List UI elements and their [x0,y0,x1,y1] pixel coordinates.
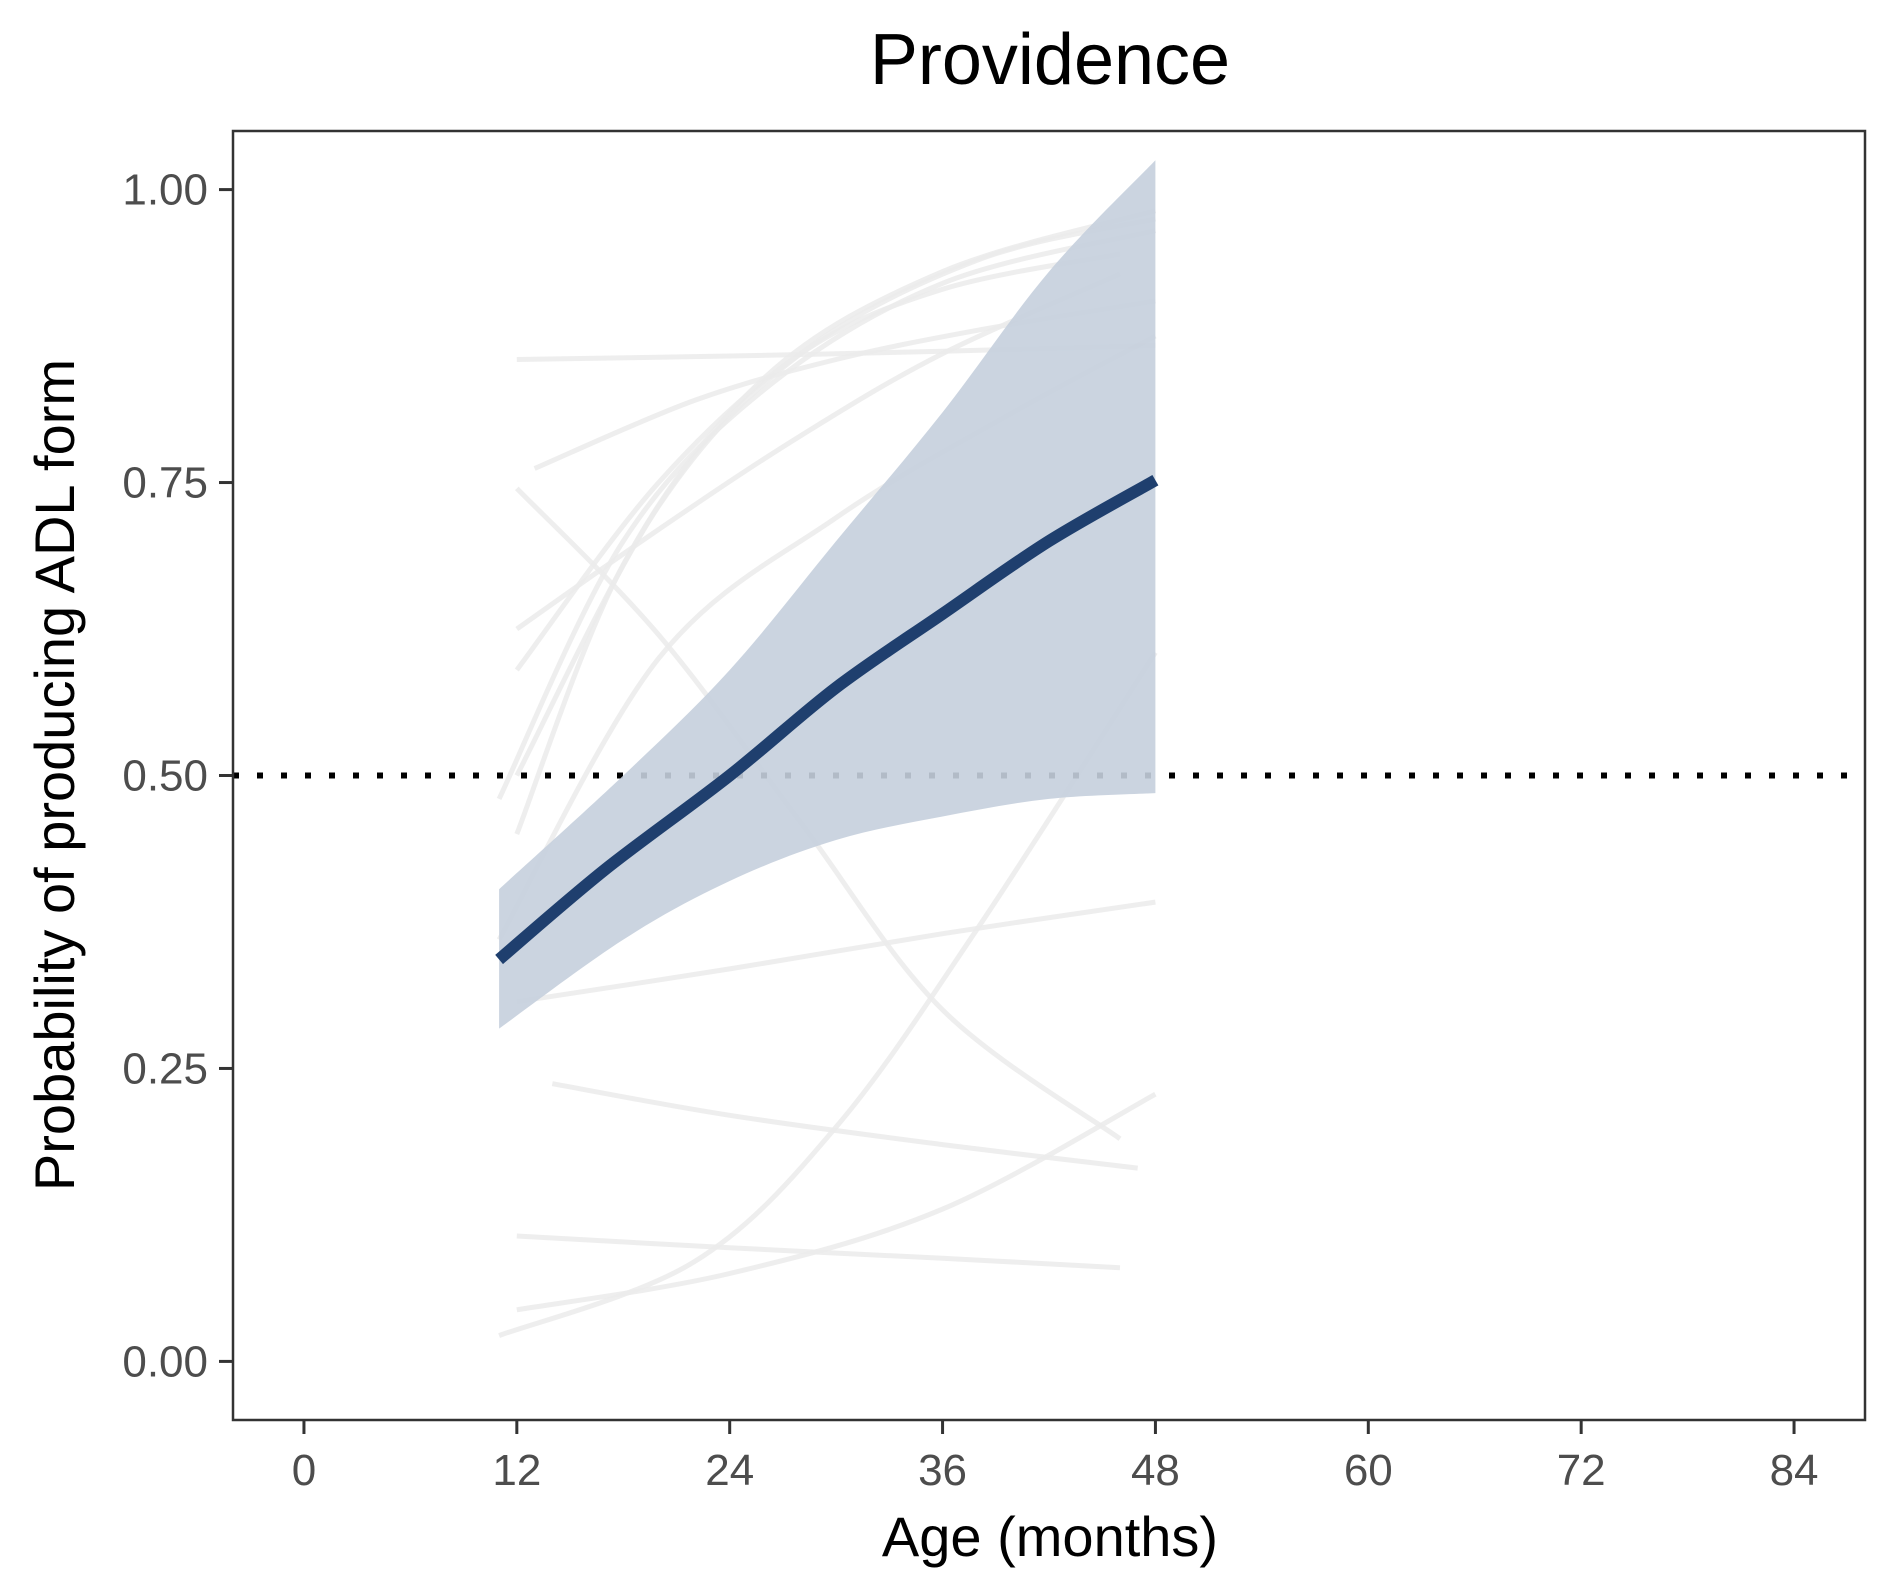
x-axis-title: Age (months) [882,1505,1218,1568]
y-tick-label: 0.00 [122,1337,208,1386]
individual-line-8 [514,208,1157,836]
y-tick-label: 0.50 [122,752,208,801]
individual-line-11 [551,1081,1138,1171]
x-axis: 0 12 24 36 48 60 72 84 [292,1420,1819,1495]
x-tick-label: 12 [492,1446,541,1495]
individual-line-12 [516,1233,1121,1271]
confidence-ribbon [499,160,1156,1029]
plot-panel [233,160,1865,1338]
x-tick-label: 72 [1557,1446,1606,1495]
individual-line-14 [498,651,1158,1338]
x-tick-label: 60 [1344,1446,1393,1495]
y-tick-label: 0.25 [122,1044,208,1093]
individual-line-13 [516,1092,1157,1313]
y-axis-title: Probability of producing ADL form [23,359,86,1191]
individual-line-10 [516,899,1156,1005]
chart-title: Providence [870,20,1230,100]
mean-line [495,475,1159,965]
x-tick-label: 36 [918,1446,967,1495]
y-tick-label: 1.00 [122,166,208,215]
x-tick-label: 24 [705,1446,754,1495]
y-axis: 0.00 0.25 0.50 0.75 1.00 [122,166,233,1386]
y-tick-label: 0.75 [122,459,208,508]
individual-line-7 [496,228,1157,800]
x-tick-label: 0 [292,1446,316,1495]
x-tick-label: 84 [1770,1446,1819,1495]
x-tick-label: 48 [1131,1446,1180,1495]
